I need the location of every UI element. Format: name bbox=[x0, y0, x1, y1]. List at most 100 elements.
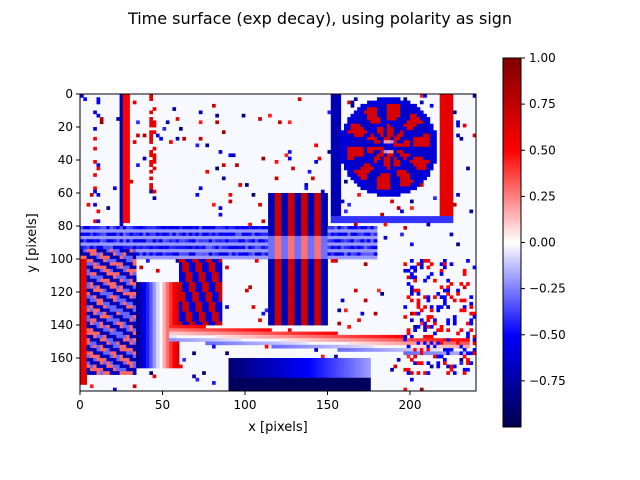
heatmap-cell bbox=[241, 387, 246, 391]
heatmap-cell bbox=[443, 341, 447, 346]
heatmap-cell bbox=[284, 265, 289, 270]
heatmap-cell bbox=[218, 321, 223, 326]
heatmap-cell bbox=[268, 235, 272, 240]
heatmap-cell bbox=[426, 216, 431, 220]
heatmap-cell bbox=[357, 216, 361, 220]
heatmap-cell bbox=[165, 308, 170, 313]
heatmap-cell bbox=[122, 262, 127, 266]
heatmap-cell bbox=[254, 239, 259, 243]
heatmap-cell bbox=[129, 278, 134, 283]
heatmap-cell bbox=[93, 301, 97, 306]
heatmap-cell bbox=[406, 100, 411, 105]
heatmap-cell bbox=[132, 278, 137, 283]
heatmap-cell bbox=[215, 242, 219, 247]
heatmap-cell bbox=[367, 219, 371, 224]
heatmap-cell bbox=[225, 351, 229, 356]
heatmap-cell bbox=[119, 123, 124, 128]
heatmap-cell bbox=[307, 272, 312, 276]
heatmap-cell bbox=[248, 341, 252, 346]
heatmap-cell bbox=[340, 242, 345, 247]
heatmap-cell bbox=[89, 315, 94, 319]
heatmap-cell bbox=[320, 371, 325, 375]
heatmap-cell bbox=[393, 166, 398, 171]
heatmap-cell bbox=[93, 160, 97, 164]
heatmap-cell bbox=[396, 334, 401, 339]
heatmap-cell bbox=[446, 130, 450, 134]
heatmap-cell bbox=[377, 348, 381, 352]
heatmap-cell bbox=[370, 338, 375, 342]
heatmap-cell bbox=[119, 189, 124, 194]
heatmap-cell bbox=[89, 288, 94, 293]
heatmap-cell bbox=[340, 361, 345, 365]
heatmap-cell bbox=[99, 288, 104, 293]
heatmap-cell bbox=[116, 282, 120, 286]
heatmap-cell bbox=[327, 387, 332, 391]
heatmap-cell bbox=[106, 371, 111, 375]
heatmap-cell bbox=[383, 186, 388, 191]
heatmap-cell bbox=[268, 331, 272, 336]
heatmap-cell bbox=[132, 354, 137, 359]
heatmap-cell bbox=[192, 249, 196, 253]
heatmap-cell bbox=[264, 252, 269, 257]
heatmap-cell bbox=[155, 245, 160, 250]
heatmap-cell bbox=[132, 239, 137, 243]
heatmap-cell bbox=[129, 292, 134, 296]
heatmap-cell bbox=[469, 318, 474, 323]
heatmap-cell bbox=[360, 156, 365, 161]
heatmap-cell bbox=[274, 367, 279, 372]
heatmap-cell bbox=[268, 364, 272, 369]
heatmap-cell bbox=[301, 315, 305, 319]
heatmap-cell bbox=[218, 315, 223, 319]
heatmap-cell bbox=[96, 226, 101, 230]
heatmap-cell bbox=[169, 318, 173, 323]
heatmap-cell bbox=[347, 239, 351, 243]
heatmap-cell bbox=[258, 367, 262, 372]
heatmap-cell bbox=[80, 348, 84, 352]
heatmap-cell bbox=[426, 334, 431, 339]
heatmap-cell bbox=[83, 348, 87, 352]
heatmap-cell bbox=[103, 318, 107, 323]
heatmap-cell bbox=[413, 113, 417, 118]
heatmap-cell bbox=[195, 262, 200, 266]
heatmap-cell bbox=[172, 318, 177, 323]
heatmap-cell bbox=[330, 103, 335, 108]
heatmap-cell bbox=[212, 252, 216, 257]
heatmap-cell bbox=[119, 262, 124, 266]
heatmap-cell bbox=[287, 308, 292, 313]
heatmap-cell bbox=[311, 292, 315, 296]
heatmap-cell bbox=[169, 325, 173, 329]
heatmap-cell bbox=[413, 216, 417, 220]
heatmap-cell bbox=[139, 232, 144, 237]
heatmap-cell bbox=[172, 344, 177, 349]
heatmap-cell bbox=[423, 328, 427, 332]
heatmap-cell bbox=[383, 219, 388, 224]
heatmap-cell bbox=[403, 338, 408, 342]
heatmap-cell bbox=[205, 328, 210, 332]
heatmap-cell bbox=[116, 338, 120, 342]
heatmap-cell bbox=[370, 341, 375, 346]
heatmap-cell bbox=[142, 351, 147, 356]
heatmap-cell bbox=[182, 328, 186, 332]
heatmap-cell bbox=[208, 328, 213, 332]
heatmap-cell bbox=[89, 321, 94, 326]
heatmap-cell bbox=[99, 308, 104, 313]
heatmap-cell bbox=[367, 166, 371, 171]
heatmap-cell bbox=[139, 361, 144, 365]
heatmap-cell bbox=[320, 249, 325, 253]
heatmap-cell bbox=[291, 255, 295, 260]
heatmap-cell bbox=[340, 255, 345, 260]
heatmap-cell bbox=[129, 338, 134, 342]
heatmap-cell bbox=[165, 235, 170, 240]
heatmap-cell bbox=[334, 94, 338, 98]
heatmap-cell bbox=[278, 222, 282, 227]
heatmap-cell bbox=[410, 341, 414, 346]
heatmap-cell bbox=[426, 344, 431, 349]
heatmap-cell bbox=[83, 285, 87, 290]
heatmap-cell bbox=[241, 328, 246, 332]
heatmap-cell bbox=[93, 136, 97, 141]
heatmap-cell bbox=[192, 308, 196, 313]
heatmap-cell bbox=[344, 344, 348, 349]
heatmap-cell bbox=[248, 381, 252, 385]
heatmap-cell bbox=[218, 150, 223, 154]
heatmap-cell bbox=[155, 334, 160, 339]
